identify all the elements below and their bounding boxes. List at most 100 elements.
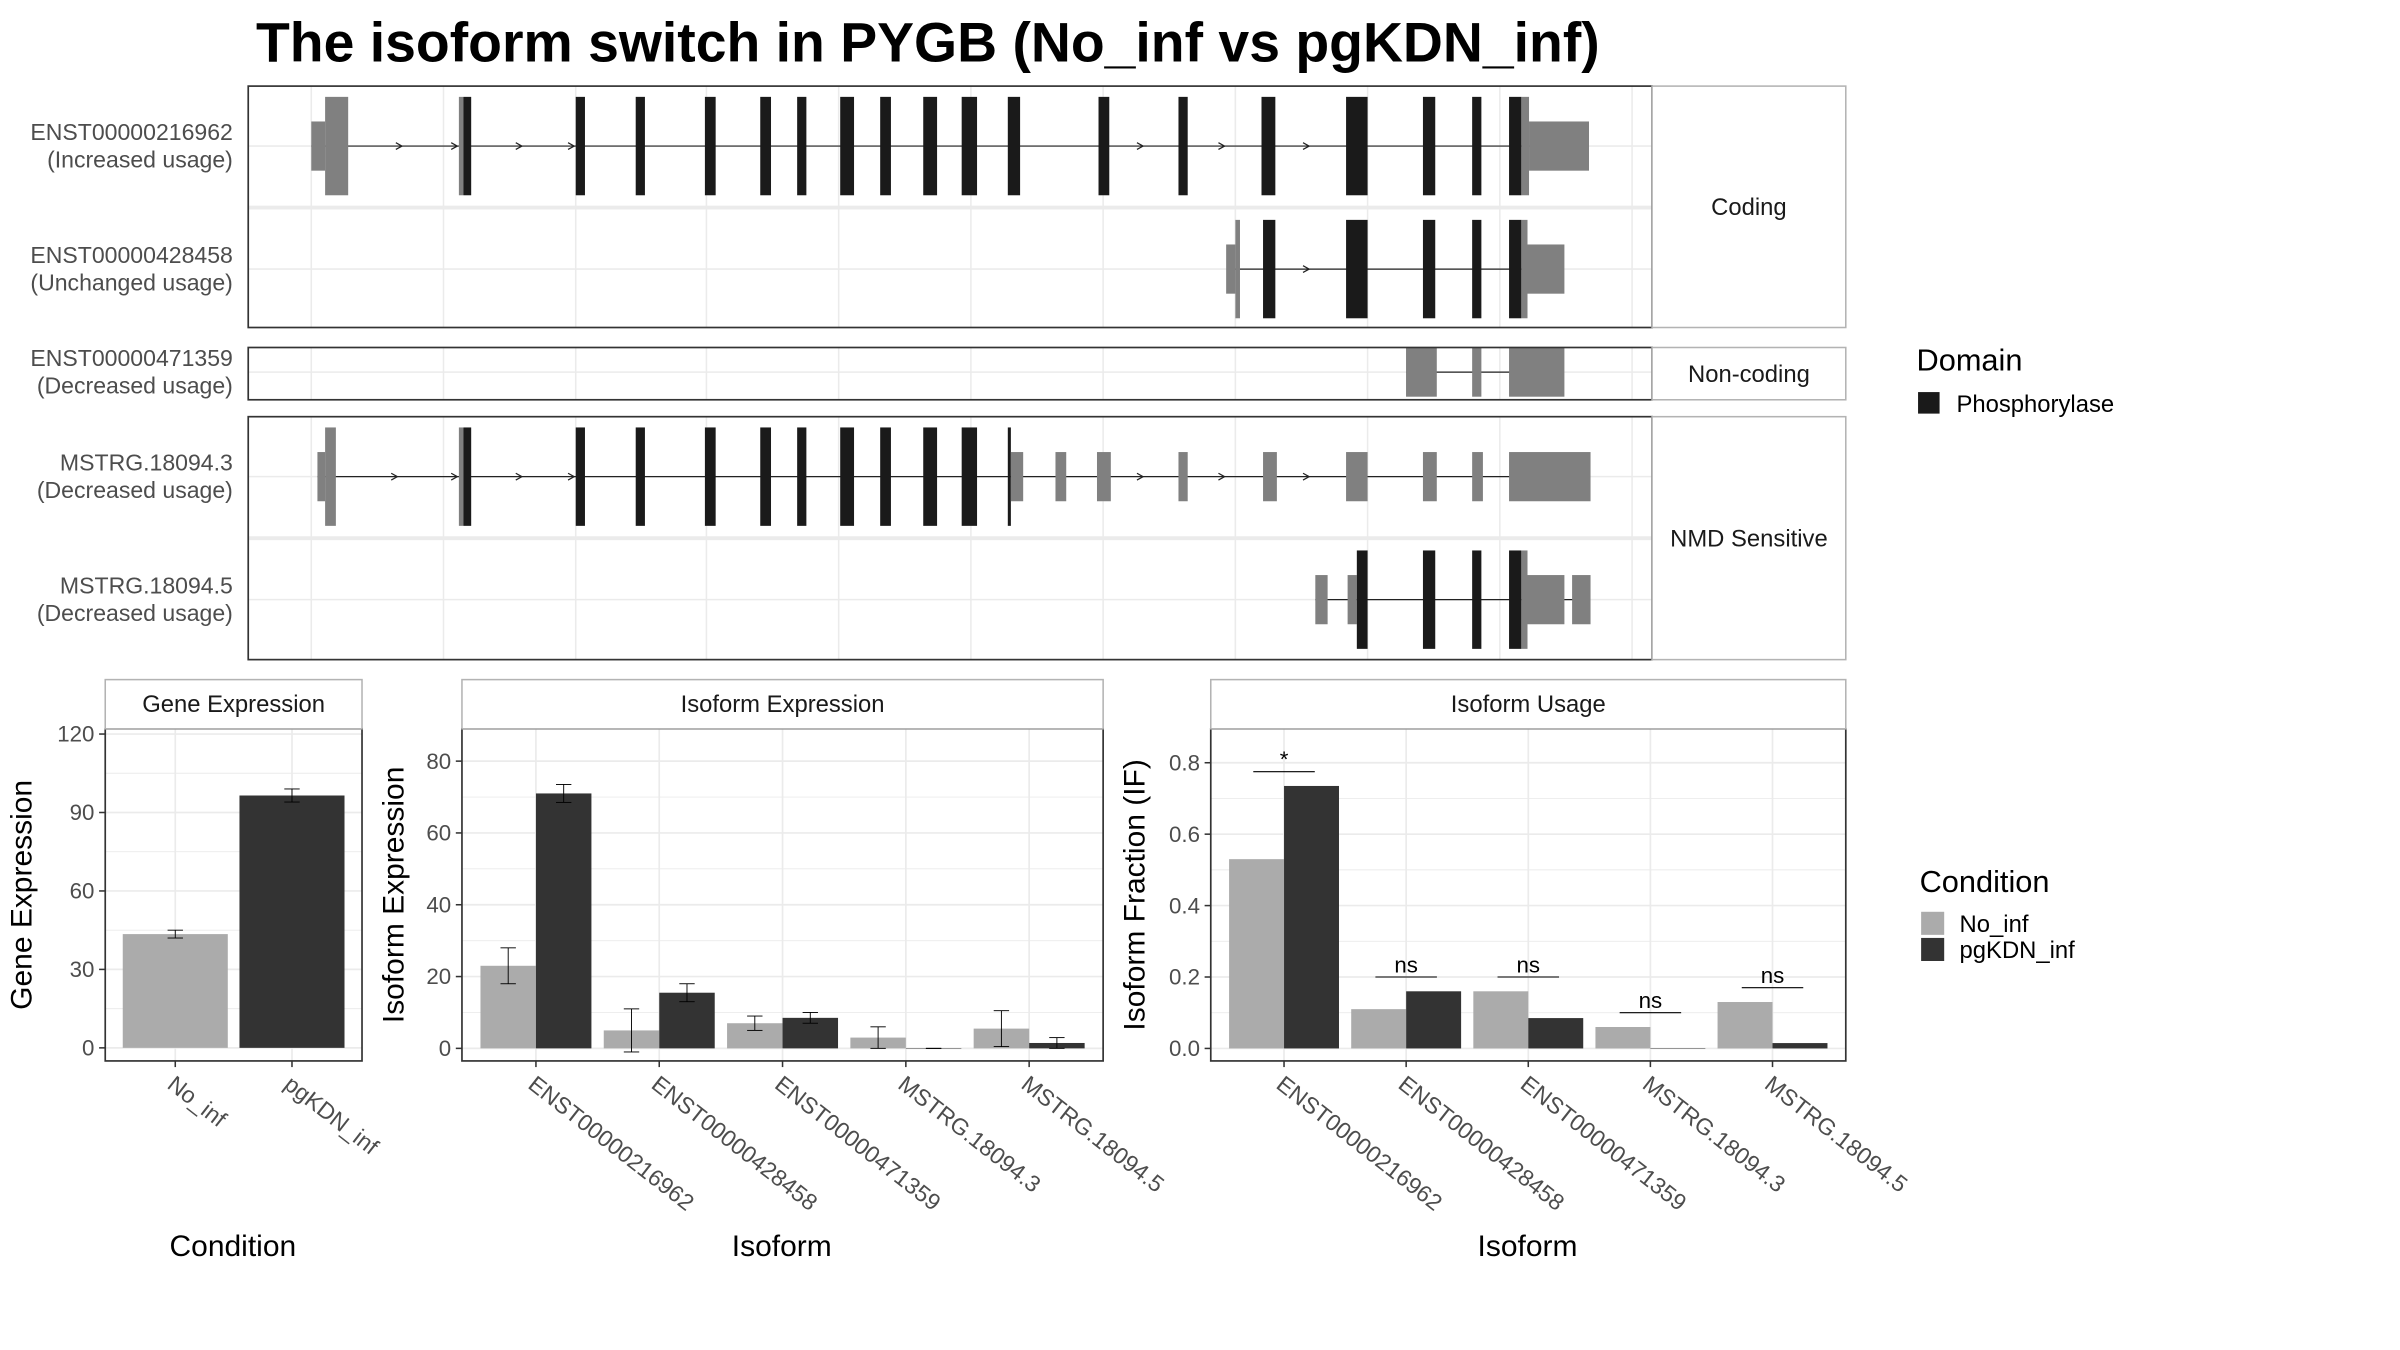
bar-pgKDN_inf bbox=[1528, 1018, 1584, 1049]
domain-exon bbox=[635, 427, 645, 526]
domain-exon bbox=[961, 96, 978, 196]
exon bbox=[458, 427, 464, 526]
exon bbox=[1178, 452, 1188, 502]
domain-exon bbox=[704, 96, 716, 196]
intron-arrow-icon bbox=[1302, 265, 1311, 273]
domain-exon bbox=[923, 427, 938, 526]
chart-strip bbox=[104, 678, 363, 730]
exon bbox=[325, 96, 349, 196]
exon bbox=[1527, 244, 1565, 294]
chart-strip bbox=[461, 678, 1104, 730]
transcript-ENST00000216962 bbox=[311, 96, 1590, 196]
domain-exon bbox=[1178, 96, 1188, 196]
legend-domain-swatch bbox=[1918, 392, 1940, 414]
bar-No_inf bbox=[122, 934, 228, 1048]
domain-exon bbox=[1007, 427, 1011, 526]
intron-arrow-icon bbox=[515, 472, 524, 481]
exon bbox=[317, 452, 326, 502]
error-bar bbox=[500, 947, 516, 985]
isoform-usage-label: (Unchanged usage) bbox=[30, 270, 232, 296]
chart-strip-label: Isoform Expression bbox=[681, 691, 885, 718]
domain-exon bbox=[1422, 550, 1436, 649]
significance-label: ns bbox=[1394, 952, 1418, 977]
exon bbox=[1509, 347, 1565, 397]
error-bar bbox=[870, 1026, 886, 1049]
domain-exon bbox=[463, 96, 472, 196]
domain-exon bbox=[797, 96, 807, 196]
domain-exon bbox=[1472, 219, 1482, 319]
x-tick-label: No_inf bbox=[163, 1071, 232, 1133]
y-tick-label: 0.6 bbox=[1169, 822, 1200, 847]
domain-exon bbox=[1356, 550, 1368, 649]
domain-exon bbox=[463, 427, 472, 526]
exon bbox=[1010, 452, 1024, 502]
domain-exon bbox=[797, 427, 807, 526]
y-tick-label: 90 bbox=[70, 800, 95, 825]
intron-arrow-icon bbox=[1302, 142, 1311, 150]
domain-exon bbox=[1346, 219, 1368, 319]
exon bbox=[1529, 121, 1590, 171]
structure-group-coding: ENST00000216962(Increased usage) ENST0000… bbox=[30, 85, 1847, 329]
isoform-structure-panel: ENST00000216962(Increased usage) ENST0000… bbox=[30, 85, 1847, 661]
intron-arrow-icon bbox=[450, 472, 459, 481]
exon bbox=[1422, 452, 1437, 502]
error-bar bbox=[167, 929, 183, 939]
chart-strip-label: Isoform Usage bbox=[1451, 691, 1606, 718]
legend-condition-label: pgKDN_inf bbox=[1960, 937, 2076, 964]
y-axis-title: Gene Expression bbox=[5, 780, 38, 1010]
y-axis-title: Isoform Expression bbox=[378, 767, 411, 1024]
bar-charts: 0 30 60 90 120 No_inf pgKDN_inf Gene Expression… bbox=[5, 678, 1912, 1263]
legend-condition-swatch bbox=[1921, 911, 1945, 935]
isoform-label: ENST00000216962 bbox=[30, 119, 232, 145]
domain-exon bbox=[1422, 96, 1436, 196]
y-tick-label: 0.4 bbox=[1169, 893, 1200, 918]
exon bbox=[1521, 219, 1528, 319]
domain-exon bbox=[1472, 96, 1482, 196]
exon bbox=[1347, 575, 1357, 625]
structure-strip-label: Coding bbox=[1711, 194, 1787, 221]
intron-arrow-icon bbox=[567, 472, 576, 481]
x-axis-title: Isoform bbox=[732, 1230, 832, 1263]
domain-exon bbox=[704, 427, 716, 526]
intron-arrow-icon bbox=[515, 142, 524, 150]
x-axis-title: Isoform bbox=[1478, 1230, 1578, 1263]
isoform-usage-label: (Decreased usage) bbox=[37, 373, 233, 399]
y-axis-title: Isoform Fraction (IF) bbox=[1119, 759, 1152, 1030]
bar-No_inf bbox=[1473, 991, 1529, 1049]
structure-strip-label: NMD Sensitive bbox=[1670, 526, 1828, 553]
error-bar bbox=[284, 788, 300, 803]
transcript-MSTRG.18094.3 bbox=[317, 427, 1591, 526]
exon bbox=[1406, 347, 1437, 397]
domain-exon bbox=[1509, 219, 1522, 319]
isoform-usage-label: (Decreased usage) bbox=[37, 477, 233, 503]
figure-title: The isoform switch in PYGB (No_inf vs pg… bbox=[256, 12, 1600, 74]
exon bbox=[1096, 452, 1111, 502]
domain-exon bbox=[840, 96, 855, 196]
legend-condition-title: Condition bbox=[1920, 864, 2050, 899]
y-tick-label: 0.0 bbox=[1169, 1036, 1200, 1061]
exon bbox=[1527, 575, 1565, 625]
y-tick-label: 20 bbox=[426, 964, 451, 989]
exon bbox=[1226, 244, 1236, 294]
error-bar bbox=[747, 1015, 763, 1031]
structure-group-non-coding: ENST00000471359(Decreased usage) Non-codi… bbox=[30, 345, 1847, 401]
chart-strip bbox=[1209, 678, 1847, 730]
exon bbox=[1346, 452, 1368, 502]
exon bbox=[1472, 347, 1482, 397]
structure-strip bbox=[1651, 85, 1847, 329]
transcript-MSTRG.18094.5 bbox=[1315, 550, 1591, 649]
domain-exon bbox=[1007, 96, 1021, 196]
y-tick-label: 120 bbox=[57, 722, 94, 747]
y-tick-label: 30 bbox=[70, 957, 95, 982]
chart-strip-label: Gene Expression bbox=[142, 691, 325, 718]
legend-domain-label: Phosphorylase bbox=[1956, 391, 2114, 418]
exon bbox=[1263, 452, 1277, 502]
error-bar bbox=[1049, 1037, 1065, 1049]
y-tick-label: 60 bbox=[426, 821, 451, 846]
isoform-usage-label: (Increased usage) bbox=[47, 147, 233, 173]
exon bbox=[325, 427, 336, 526]
isoform-label: MSTRG.18094.3 bbox=[60, 450, 233, 476]
domain-exon bbox=[1261, 96, 1276, 196]
exon bbox=[311, 121, 326, 171]
domain-exon bbox=[760, 427, 772, 526]
